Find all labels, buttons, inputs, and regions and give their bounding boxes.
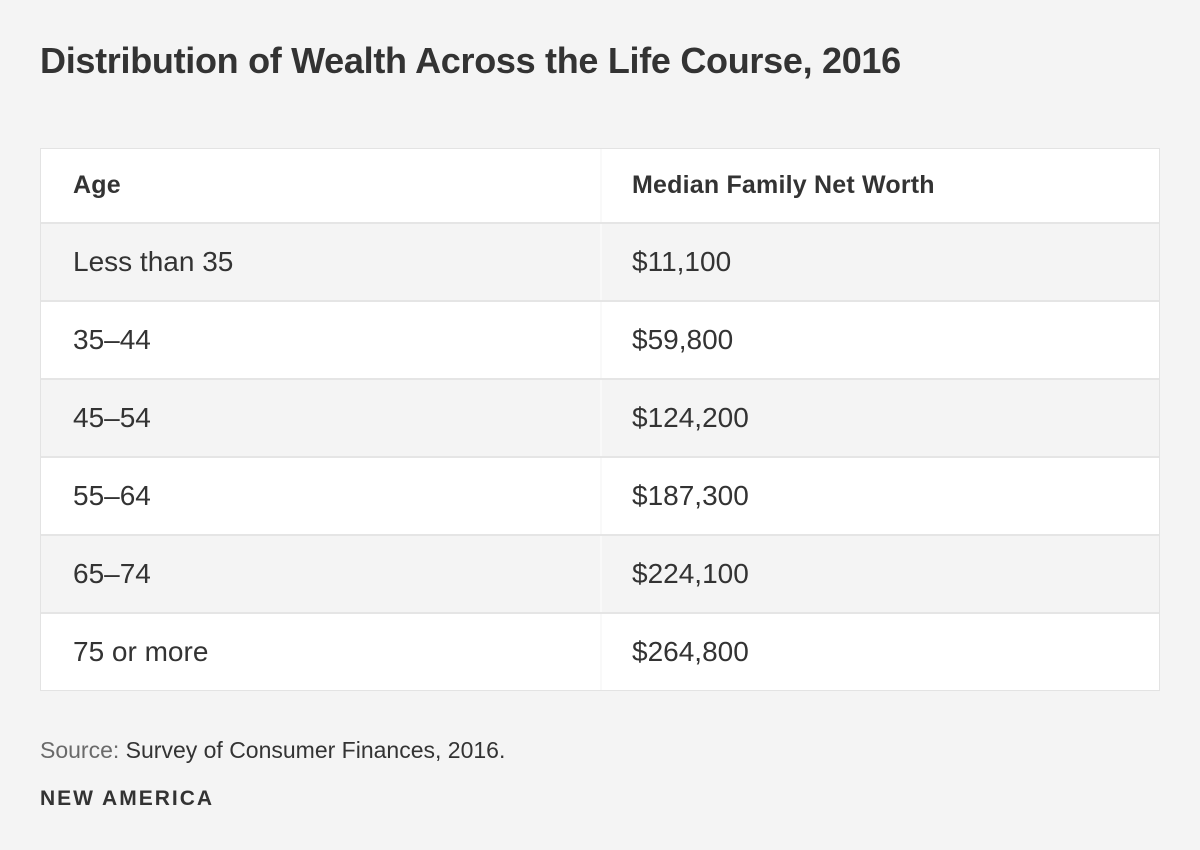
table-row: 45–54 $124,200 bbox=[41, 378, 1159, 456]
table-row: 75 or more $264,800 bbox=[41, 612, 1159, 690]
cell-age: 65–74 bbox=[73, 558, 151, 589]
page-title: Distribution of Wealth Across the Life C… bbox=[40, 40, 901, 81]
source-text: Survey of Consumer Finances, 2016. bbox=[119, 737, 506, 763]
cell-age: Less than 35 bbox=[73, 246, 234, 277]
wealth-table: Age Median Family Net Worth Less than 35… bbox=[40, 148, 1160, 691]
cell-age: 45–54 bbox=[73, 402, 151, 433]
table-row: 55–64 $187,300 bbox=[41, 456, 1159, 534]
table-header-row: Age Median Family Net Worth bbox=[41, 149, 1159, 222]
new-america-wordmark: NEW AMERICA bbox=[40, 787, 215, 810]
cell-net-worth: $264,800 bbox=[600, 614, 1159, 690]
cell-net-worth: $124,200 bbox=[600, 380, 1159, 456]
cell-age: 55–64 bbox=[73, 480, 151, 511]
source-note: Source: Survey of Consumer Finances, 201… bbox=[40, 736, 1160, 764]
source-label: Source: bbox=[40, 737, 120, 763]
table-row: 65–74 $224,100 bbox=[41, 534, 1159, 612]
table-row: 35–44 $59,800 bbox=[41, 300, 1159, 378]
cell-age: 35–44 bbox=[73, 324, 151, 355]
header-cell-age: Age bbox=[73, 171, 121, 199]
table-row: Less than 35 $11,100 bbox=[41, 222, 1159, 300]
cell-net-worth: $224,100 bbox=[600, 536, 1159, 612]
cell-age: 75 or more bbox=[73, 636, 209, 667]
cell-net-worth: $11,100 bbox=[600, 224, 1159, 300]
header-cell-net-worth: Median Family Net Worth bbox=[600, 149, 1159, 222]
cell-net-worth: $187,300 bbox=[600, 458, 1159, 534]
cell-net-worth: $59,800 bbox=[600, 302, 1159, 378]
page: Distribution of Wealth Across the Life C… bbox=[40, 40, 1160, 810]
